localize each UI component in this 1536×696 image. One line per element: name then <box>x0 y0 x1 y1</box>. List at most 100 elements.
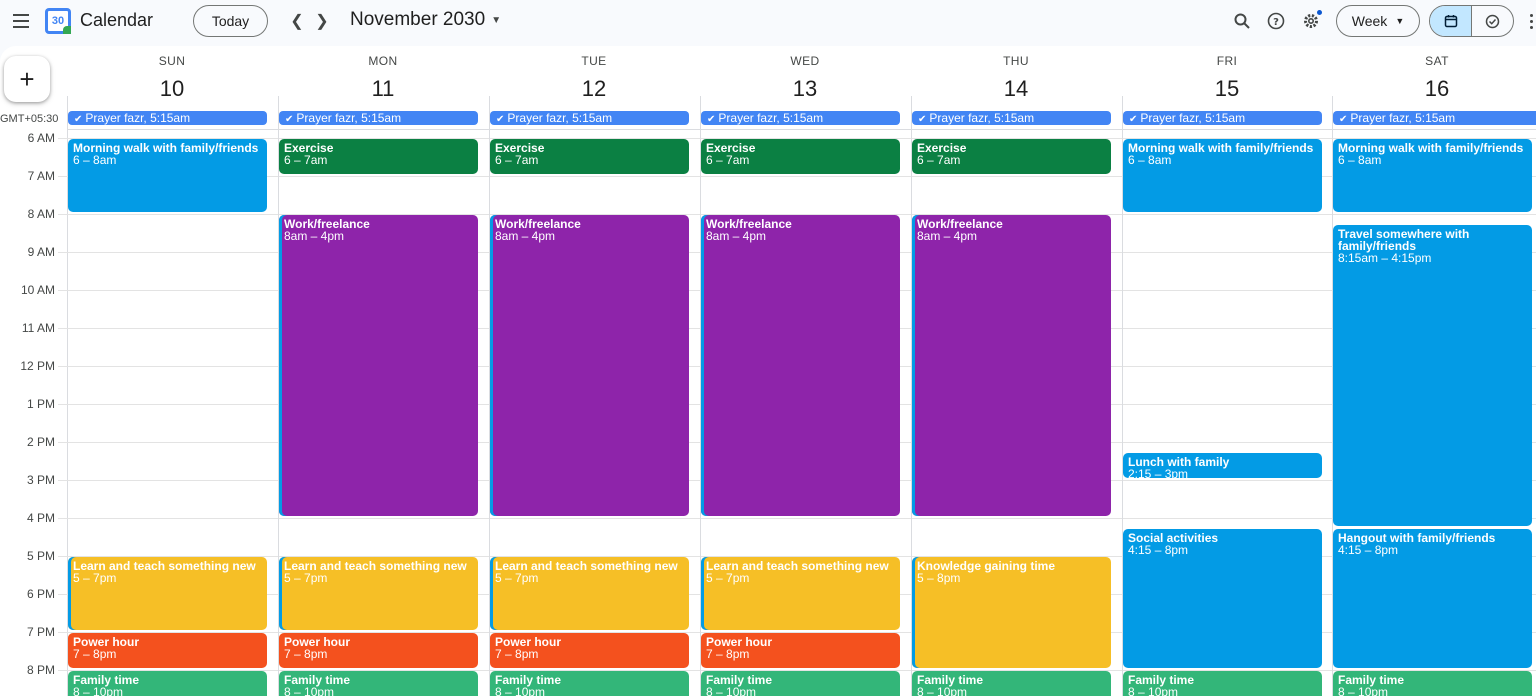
event-power-hour[interactable]: Power hour 7 – 8pm <box>68 633 267 668</box>
event-title: Learn and teach something new <box>284 559 467 573</box>
event-family-time[interactable]: Family time 8 – 10pm <box>1123 671 1322 696</box>
task-chip[interactable]: ✔ Prayer fazr, 5:15am <box>68 111 267 125</box>
event-morning-walk-with-family-friends[interactable]: Morning walk with family/friends 6 – 8am <box>1123 139 1322 212</box>
hour-label: 12 PM <box>20 359 55 373</box>
task-label: Prayer fazr, 5:15am <box>929 111 1035 125</box>
hour-tick <box>58 518 67 519</box>
hour-label: 3 PM <box>26 473 55 487</box>
event-exercise[interactable]: Exercise 6 – 7am <box>701 139 900 174</box>
tasks-view-toggle[interactable] <box>1472 6 1513 36</box>
event-exercise[interactable]: Exercise 6 – 7am <box>490 139 689 174</box>
event-knowledge-gaining-time[interactable]: Knowledge gaining time 5 – 8pm <box>912 557 1111 668</box>
event-work-freelance[interactable]: Work/freelance 8am – 4pm <box>912 215 1111 516</box>
day-header-fri[interactable]: FRI 15 <box>1122 46 1332 112</box>
calendar-view-toggle[interactable] <box>1430 6 1472 36</box>
apps-grid-button[interactable] <box>1526 12 1536 30</box>
day-number[interactable]: 11 <box>371 76 395 101</box>
day-number[interactable]: 10 <box>159 76 185 101</box>
event-work-freelance[interactable]: Work/freelance 8am – 4pm <box>490 215 689 516</box>
task-chip[interactable]: ✔ Prayer fazr, 5:15am <box>1123 111 1322 125</box>
view-selector[interactable]: Week ▼ <box>1336 5 1420 37</box>
hour-tick <box>58 442 67 443</box>
event-title: Lunch with family <box>1128 454 1230 469</box>
event-time: 8 – 10pm <box>495 685 546 696</box>
app-title: Calendar <box>80 10 154 30</box>
help-button[interactable]: ? <box>1265 10 1287 32</box>
task-chip[interactable]: ✔ Prayer fazr, 5:15am <box>912 111 1111 125</box>
day-header-wed[interactable]: WED 13 <box>700 46 910 112</box>
chevron-right-icon: ❯ <box>315 13 329 30</box>
event-family-time[interactable]: Family time 8 – 10pm <box>912 671 1111 696</box>
event-learn-and-teach-something-new[interactable]: Learn and teach something new 5 – 7pm <box>279 557 478 630</box>
next-week-button[interactable]: ❯ <box>312 10 332 32</box>
event-lunch-with-family[interactable]: Lunch with family 2:15 – 3pm <box>1123 452 1322 479</box>
day-number[interactable]: 13 <box>792 76 818 101</box>
day-number[interactable]: 15 <box>1214 76 1240 101</box>
event-learn-and-teach-something-new[interactable]: Learn and teach something new 5 – 7pm <box>701 557 900 630</box>
event-morning-walk-with-family-friends[interactable]: Morning walk with family/friends 6 – 8am <box>68 139 267 212</box>
today-button[interactable]: Today <box>193 5 268 37</box>
event-title: Exercise <box>706 141 756 155</box>
event-family-time[interactable]: Family time 8 – 10pm <box>490 671 689 696</box>
event-work-freelance[interactable]: Work/freelance 8am – 4pm <box>701 215 900 516</box>
day-name: TUE <box>581 54 607 68</box>
day-header-sat[interactable]: SAT 16 <box>1332 46 1536 112</box>
event-family-time[interactable]: Family time 8 – 10pm <box>279 671 478 696</box>
day-name: MON <box>368 54 398 68</box>
search-button[interactable] <box>1231 10 1253 32</box>
main-menu-button[interactable] <box>8 8 34 34</box>
event-time: 6 – 7am <box>917 153 961 167</box>
day-number[interactable]: 16 <box>1424 76 1450 101</box>
event-family-time[interactable]: Family time 8 – 10pm <box>68 671 267 696</box>
calendar-logo: 30 <box>45 8 71 34</box>
day-column-divider <box>911 96 912 696</box>
event-power-hour[interactable]: Power hour 7 – 8pm <box>490 633 689 668</box>
task-check-icon: ✔ <box>1339 114 1348 125</box>
event-time: 8 – 10pm <box>917 685 968 696</box>
time-gutter-divider <box>67 96 68 696</box>
event-morning-walk-with-family-friends[interactable]: Morning walk with family/friends 6 – 8am <box>1333 139 1532 212</box>
event-power-hour[interactable]: Power hour 7 – 8pm <box>279 633 478 668</box>
event-exercise[interactable]: Exercise 6 – 7am <box>912 139 1111 174</box>
event-time: 6 – 7am <box>495 153 539 167</box>
hour-label: 5 PM <box>26 549 55 563</box>
event-time: 7 – 8pm <box>73 647 117 661</box>
event-title: Work/freelance <box>917 217 1003 231</box>
day-number[interactable]: 14 <box>1003 76 1029 101</box>
day-header-mon[interactable]: MON 11 <box>278 46 488 112</box>
event-title: Exercise <box>495 141 545 155</box>
event-title: Work/freelance <box>284 217 370 231</box>
event-power-hour[interactable]: Power hour 7 – 8pm <box>701 633 900 668</box>
event-work-freelance[interactable]: Work/freelance 8am – 4pm <box>279 215 478 516</box>
day-number[interactable]: 12 <box>581 76 607 101</box>
previous-week-button[interactable]: ❮ <box>287 10 307 32</box>
event-exercise[interactable]: Exercise 6 – 7am <box>279 139 478 174</box>
task-chip[interactable]: ✔ Prayer fazr, 5:15am <box>279 111 478 125</box>
task-chip[interactable]: ✔ Prayer fazr, 5:15am <box>1333 111 1536 125</box>
day-header-tue[interactable]: TUE 12 <box>489 46 699 112</box>
event-time: 8am – 4pm <box>706 229 767 243</box>
event-time: 4:15 – 8pm <box>1128 542 1189 557</box>
task-chip[interactable]: ✔ Prayer fazr, 5:15am <box>490 111 689 125</box>
event-learn-and-teach-something-new[interactable]: Learn and teach something new 5 – 7pm <box>490 557 689 630</box>
month-picker[interactable]: November 2030 ▼ <box>350 9 501 31</box>
task-chip[interactable]: ✔ Prayer fazr, 5:15am <box>701 111 900 125</box>
event-time: 6 – 7am <box>706 153 750 167</box>
day-header-thu[interactable]: THU 14 <box>911 46 1121 112</box>
event-family-time[interactable]: Family time 8 – 10pm <box>701 671 900 696</box>
create-button[interactable]: + <box>4 56 50 102</box>
event-learn-and-teach-something-new[interactable]: Learn and teach something new 5 – 7pm <box>68 557 267 630</box>
event-social-activities[interactable]: Social activities 4:15 – 8pm <box>1123 528 1322 668</box>
hour-label: 2 PM <box>26 435 55 449</box>
day-header-sun[interactable]: SUN 10 <box>67 46 277 112</box>
caret-down-icon: ▼ <box>1395 16 1405 26</box>
event-family-time[interactable]: Family time 8 – 10pm <box>1333 671 1532 696</box>
event-travel-somewhere-with-family-friends[interactable]: Travel somewhere with family/friends 8:15… <box>1333 224 1532 526</box>
event-title: Learn and teach something new <box>706 559 889 573</box>
hour-label: 4 PM <box>26 511 55 525</box>
task-label: Prayer fazr, 5:15am <box>718 111 824 125</box>
event-hangout-with-family-friends[interactable]: Hangout with family/friends 4:15 – 8pm <box>1333 528 1532 668</box>
settings-button[interactable] <box>1300 10 1322 32</box>
event-title: Exercise <box>917 141 967 155</box>
event-time: 2:15 – 3pm <box>1128 466 1189 479</box>
